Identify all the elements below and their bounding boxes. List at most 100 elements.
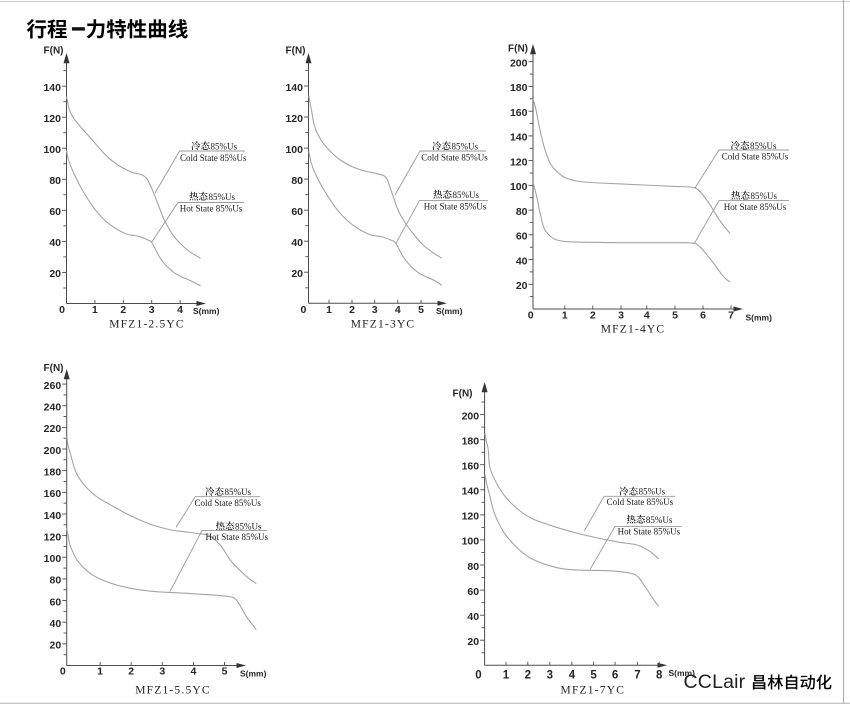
svg-text:Hot State 85%Us: Hot State 85%Us — [724, 202, 787, 212]
svg-text:Cold State 85%Us: Cold State 85%Us — [722, 151, 789, 161]
svg-text:1: 1 — [97, 666, 103, 678]
svg-text:5: 5 — [672, 310, 678, 322]
svg-text:40: 40 — [50, 618, 62, 630]
svg-text:140: 140 — [44, 510, 62, 522]
svg-text:1: 1 — [326, 304, 332, 316]
svg-text:3: 3 — [547, 670, 553, 682]
svg-text:60: 60 — [49, 206, 61, 218]
svg-text:85%Us: 85%Us — [750, 141, 777, 151]
svg-text:85%Us: 85%Us — [646, 515, 673, 525]
svg-text:F(N): F(N) — [44, 46, 64, 57]
svg-text:60: 60 — [467, 586, 479, 598]
svg-text:7: 7 — [728, 310, 734, 322]
svg-text:80: 80 — [516, 206, 528, 218]
svg-text:85%Us: 85%Us — [453, 190, 480, 200]
svg-text:S(mm): S(mm) — [436, 306, 463, 316]
svg-text:3: 3 — [149, 304, 155, 316]
svg-text:140: 140 — [510, 132, 528, 144]
svg-text:60: 60 — [516, 231, 528, 243]
svg-text:85%Us: 85%Us — [452, 141, 479, 151]
svg-text:180: 180 — [462, 436, 480, 448]
svg-text:MFZ1-3YC: MFZ1-3YC — [351, 319, 416, 331]
svg-text:F(N): F(N) — [44, 363, 64, 374]
svg-text:2: 2 — [590, 310, 596, 322]
svg-text:Cold State 85%Us: Cold State 85%Us — [421, 152, 488, 162]
svg-text:260: 260 — [44, 380, 62, 392]
svg-text:2: 2 — [525, 670, 531, 682]
svg-text:Cold State 85%Us: Cold State 85%Us — [180, 153, 247, 163]
svg-text:1: 1 — [503, 670, 510, 682]
svg-text:F(N): F(N) — [286, 46, 306, 57]
svg-text:3: 3 — [618, 310, 624, 322]
svg-text:40: 40 — [516, 255, 528, 267]
svg-text:Hot State 85%Us: Hot State 85%Us — [424, 201, 487, 211]
svg-text:80: 80 — [291, 175, 303, 187]
svg-text:240: 240 — [44, 402, 62, 414]
svg-text:140: 140 — [462, 486, 480, 498]
svg-text:60: 60 — [291, 206, 303, 218]
svg-text:120: 120 — [510, 156, 528, 168]
svg-text:20: 20 — [49, 268, 61, 280]
svg-text:0: 0 — [60, 666, 66, 678]
svg-text:Hot State 85%Us: Hot State 85%Us — [618, 526, 681, 536]
svg-text:MFZ1-4YC: MFZ1-4YC — [601, 324, 666, 336]
svg-text:Cold State 85%Us: Cold State 85%Us — [607, 497, 674, 507]
svg-text:100: 100 — [510, 181, 528, 193]
svg-text:5: 5 — [222, 666, 228, 678]
svg-text:60: 60 — [50, 596, 62, 608]
svg-text:0: 0 — [300, 304, 306, 316]
svg-text:100: 100 — [462, 536, 480, 548]
svg-text:200: 200 — [510, 58, 528, 70]
svg-text:MFZ1-5.5YC: MFZ1-5.5YC — [135, 685, 211, 697]
svg-text:S(mm): S(mm) — [240, 669, 267, 679]
svg-text:4: 4 — [395, 304, 401, 316]
svg-text:3: 3 — [159, 666, 165, 678]
svg-text:4: 4 — [644, 310, 650, 322]
svg-text:120: 120 — [462, 511, 480, 523]
svg-text:80: 80 — [49, 175, 61, 187]
svg-text:40: 40 — [49, 237, 61, 249]
svg-text:20: 20 — [467, 636, 479, 648]
svg-text:6: 6 — [700, 310, 706, 322]
svg-text:160: 160 — [462, 461, 480, 473]
svg-text:1: 1 — [562, 310, 568, 322]
svg-text:140: 140 — [43, 82, 61, 94]
svg-text:85%Us: 85%Us — [235, 521, 262, 531]
svg-text:100: 100 — [43, 144, 61, 156]
svg-text:4: 4 — [569, 670, 576, 682]
svg-text:85%Us: 85%Us — [211, 141, 238, 151]
svg-text:120: 120 — [285, 113, 303, 125]
svg-text:MFZ1-7YC: MFZ1-7YC — [561, 685, 626, 697]
svg-text:4: 4 — [177, 304, 183, 316]
svg-text:200: 200 — [462, 410, 480, 422]
svg-text:85%Us: 85%Us — [225, 487, 252, 497]
svg-text:1: 1 — [92, 304, 98, 316]
svg-text:160: 160 — [510, 107, 528, 119]
svg-text:80: 80 — [50, 575, 62, 587]
svg-text:Hot State 85%Us: Hot State 85%Us — [206, 532, 269, 542]
svg-text:5: 5 — [418, 304, 424, 316]
svg-text:20: 20 — [291, 268, 303, 280]
svg-text:2: 2 — [120, 304, 126, 316]
svg-text:3: 3 — [372, 304, 378, 316]
svg-text:85%Us: 85%Us — [209, 192, 236, 202]
svg-text:S(mm): S(mm) — [669, 668, 696, 678]
svg-text:80: 80 — [467, 561, 479, 573]
svg-text:5: 5 — [590, 670, 597, 682]
svg-text:20: 20 — [516, 280, 528, 292]
svg-text:7: 7 — [634, 670, 640, 682]
svg-text:20: 20 — [50, 640, 62, 652]
svg-text:100: 100 — [44, 553, 62, 565]
svg-text:F(N): F(N) — [453, 389, 473, 400]
svg-text:100: 100 — [285, 144, 303, 156]
svg-text:40: 40 — [467, 611, 479, 623]
svg-text:6: 6 — [612, 670, 618, 682]
svg-text:200: 200 — [44, 445, 62, 457]
svg-text:Cold State 85%Us: Cold State 85%Us — [194, 498, 261, 508]
svg-text:0: 0 — [528, 310, 534, 322]
svg-text:180: 180 — [44, 466, 62, 478]
svg-text:140: 140 — [285, 82, 303, 94]
svg-text:S(mm): S(mm) — [746, 313, 773, 323]
svg-text:8: 8 — [656, 670, 663, 682]
svg-text:220: 220 — [44, 423, 62, 435]
